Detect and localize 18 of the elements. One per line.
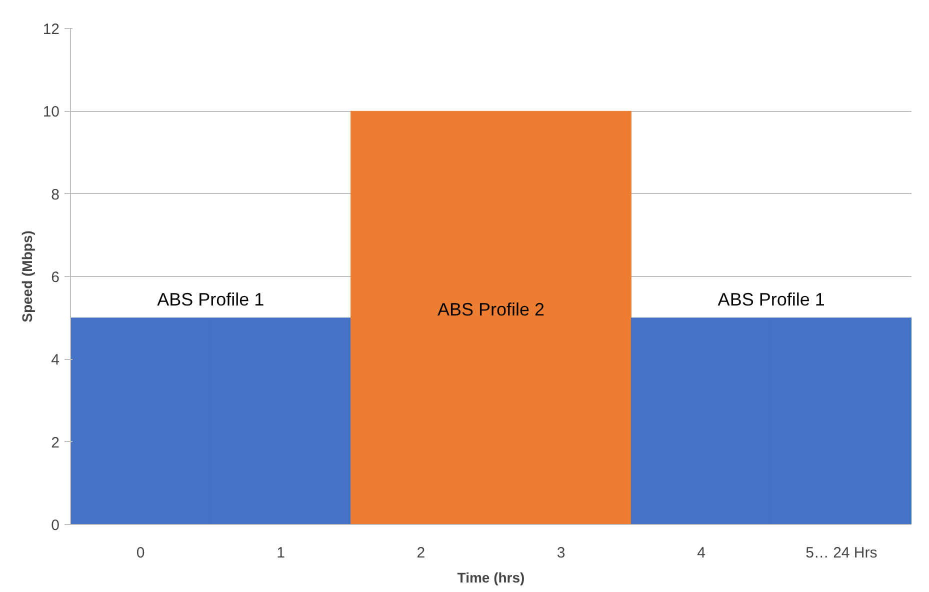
y-tick-label: 12	[42, 21, 60, 38]
x-tick-label: 5… 24 Hrs	[806, 544, 878, 562]
x-tick-label: 1	[276, 544, 285, 562]
annotation: ABS Profile 2	[437, 300, 545, 320]
x-tick-label: 3	[556, 544, 566, 562]
y-tick-label: 2	[51, 434, 60, 452]
y-tick-label: 4	[51, 352, 60, 369]
y-tick-label: 8	[51, 186, 60, 204]
annotation: ABS Profile 1	[718, 290, 825, 310]
x-tick-label: 4	[697, 544, 706, 562]
x-tick-label: 0	[136, 544, 145, 562]
annotation: ABS Profile 1	[157, 290, 264, 310]
y-tick-label: 6	[51, 269, 60, 286]
y-tick-label: 0	[51, 517, 60, 534]
y-axis-title: Speed (Mbps)	[18, 230, 35, 322]
x-axis-title: Time (hrs)	[457, 570, 525, 586]
y-tick-label: 10	[42, 104, 60, 121]
x-tick-label: 2	[416, 544, 426, 562]
